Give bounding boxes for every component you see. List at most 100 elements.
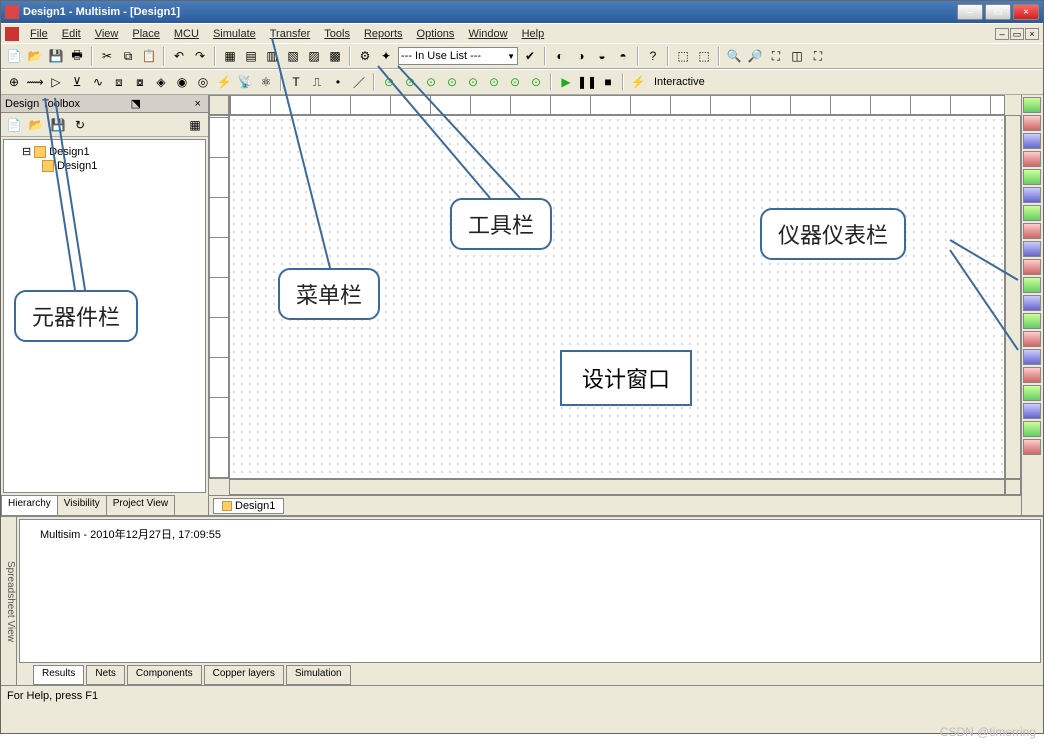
instrument-8[interactable] [1023, 223, 1041, 239]
sstab-copper[interactable]: Copper layers [204, 665, 284, 685]
layout5-icon[interactable]: ▨ [305, 47, 323, 65]
place-junc-icon[interactable]: • [329, 73, 347, 91]
tbox-save-icon[interactable]: 💾 [49, 116, 67, 134]
menu-place[interactable]: Place [125, 26, 167, 42]
misc4-icon[interactable]: ◓ [614, 47, 632, 65]
minimize-button[interactable]: – [957, 4, 983, 20]
menu-transfer[interactable]: Transfer [263, 26, 318, 42]
save-icon[interactable]: 💾 [47, 47, 65, 65]
comp-cmos-icon[interactable]: ⧇ [131, 73, 149, 91]
instrument-7[interactable] [1023, 205, 1041, 221]
instrument-15[interactable] [1023, 349, 1041, 365]
misc3-icon[interactable]: ◒ [593, 47, 611, 65]
stop-icon[interactable]: ■ [599, 73, 617, 91]
zoom-in-icon[interactable]: 🔍 [725, 47, 743, 65]
place-wire-icon[interactable]: ／ [350, 73, 368, 91]
comp-em-icon[interactable]: ⚛ [257, 73, 275, 91]
probe3-icon[interactable]: ⊙ [422, 73, 440, 91]
zoom-area-icon[interactable]: ◫ [788, 47, 806, 65]
misc1-icon[interactable]: ◐ [551, 47, 569, 65]
layout-icon[interactable]: ▦ [221, 47, 239, 65]
menu-view[interactable]: View [88, 26, 126, 42]
interactive-icon[interactable]: ⚡ [629, 73, 647, 91]
instrument-2[interactable] [1023, 115, 1041, 131]
instrument-11[interactable] [1023, 277, 1041, 293]
probe4-icon[interactable]: ⊙ [443, 73, 461, 91]
tab-projectview[interactable]: Project View [106, 495, 175, 515]
instrument-16[interactable] [1023, 367, 1041, 383]
probe6-icon[interactable]: ⊙ [485, 73, 503, 91]
tbox-opts-icon[interactable]: ▦ [186, 116, 204, 134]
tbox-new-icon[interactable]: 📄 [5, 116, 23, 134]
db2-icon[interactable]: ⬚ [695, 47, 713, 65]
help-icon[interactable]: ? [644, 47, 662, 65]
fullscreen-icon[interactable]: ⛶ [809, 47, 827, 65]
sstab-components[interactable]: Components [127, 665, 202, 685]
tool-b-icon[interactable]: ✦ [377, 47, 395, 65]
instrument-10[interactable] [1023, 259, 1041, 275]
tree-child[interactable]: Design1 [8, 159, 201, 173]
close-button[interactable]: × [1013, 4, 1039, 20]
comp-analog-icon[interactable]: ∿ [89, 73, 107, 91]
menu-options[interactable]: Options [410, 26, 462, 42]
instrument-18[interactable] [1023, 403, 1041, 419]
menu-simulate[interactable]: Simulate [206, 26, 263, 42]
db-icon[interactable]: ⬚ [674, 47, 692, 65]
comp-src-icon[interactable]: ⊕ [5, 73, 23, 91]
tool-a-icon[interactable]: ⚙ [356, 47, 374, 65]
tbox-refresh-icon[interactable]: ↻ [71, 116, 89, 134]
redo-icon[interactable]: ↷ [191, 47, 209, 65]
instrument-3[interactable] [1023, 133, 1041, 149]
probe2-icon[interactable]: ⊙ [401, 73, 419, 91]
undo-icon[interactable]: ↶ [170, 47, 188, 65]
instrument-12[interactable] [1023, 295, 1041, 311]
comp-misc-icon[interactable]: ◈ [152, 73, 170, 91]
tbox-open-icon[interactable]: 📂 [27, 116, 45, 134]
layout6-icon[interactable]: ▩ [326, 47, 344, 65]
place-text-icon[interactable]: T [287, 73, 305, 91]
sstab-simulation[interactable]: Simulation [286, 665, 351, 685]
new-icon[interactable]: 📄 [5, 47, 23, 65]
inuse-combo[interactable]: --- In Use List ---▼ [398, 47, 518, 65]
scrollbar-vertical[interactable] [1005, 115, 1021, 479]
comp-mixed-icon[interactable]: ◉ [173, 73, 191, 91]
instrument-13[interactable] [1023, 313, 1041, 329]
sstab-results[interactable]: Results [33, 665, 84, 685]
menu-edit[interactable]: Edit [55, 26, 88, 42]
menu-mcu[interactable]: MCU [167, 26, 206, 42]
check-icon[interactable]: ✔ [521, 47, 539, 65]
toolbox-pin-icon[interactable]: ⬔ [128, 97, 144, 110]
toolbox-close-icon[interactable]: × [192, 98, 204, 110]
open-icon[interactable]: 📂 [26, 47, 44, 65]
comp-ttl-icon[interactable]: ⧈ [110, 73, 128, 91]
zoom-out-icon[interactable]: 🔎 [746, 47, 764, 65]
menu-reports[interactable]: Reports [357, 26, 410, 42]
instrument-19[interactable] [1023, 421, 1041, 437]
instrument-20[interactable] [1023, 439, 1041, 455]
tab-visibility[interactable]: Visibility [57, 495, 107, 515]
probe7-icon[interactable]: ⊙ [506, 73, 524, 91]
doc-tab-design1[interactable]: Design1 [213, 498, 284, 514]
menu-help[interactable]: Help [515, 26, 552, 42]
comp-ind-icon[interactable]: ◎ [194, 73, 212, 91]
pause-icon[interactable]: ❚❚ [578, 73, 596, 91]
comp-diode-icon[interactable]: ▷ [47, 73, 65, 91]
copy-icon[interactable]: ⧉ [119, 47, 137, 65]
instrument-4[interactable] [1023, 151, 1041, 167]
menu-tools[interactable]: Tools [317, 26, 357, 42]
mdi-restore[interactable]: ▭ [1010, 28, 1024, 40]
mdi-close[interactable]: × [1025, 28, 1039, 40]
print-icon[interactable]: 🖶 [68, 47, 86, 65]
instrument-14[interactable] [1023, 331, 1041, 347]
run-icon[interactable]: ▶ [557, 73, 575, 91]
instrument-1[interactable] [1023, 97, 1041, 113]
comp-transistor-icon[interactable]: ⊻ [68, 73, 86, 91]
mdi-min[interactable]: – [995, 28, 1009, 40]
instrument-5[interactable] [1023, 169, 1041, 185]
sstab-nets[interactable]: Nets [86, 665, 125, 685]
tab-hierarchy[interactable]: Hierarchy [1, 495, 58, 515]
paste-icon[interactable]: 📋 [140, 47, 158, 65]
instrument-9[interactable] [1023, 241, 1041, 257]
layout3-icon[interactable]: ▥ [263, 47, 281, 65]
misc2-icon[interactable]: ◑ [572, 47, 590, 65]
